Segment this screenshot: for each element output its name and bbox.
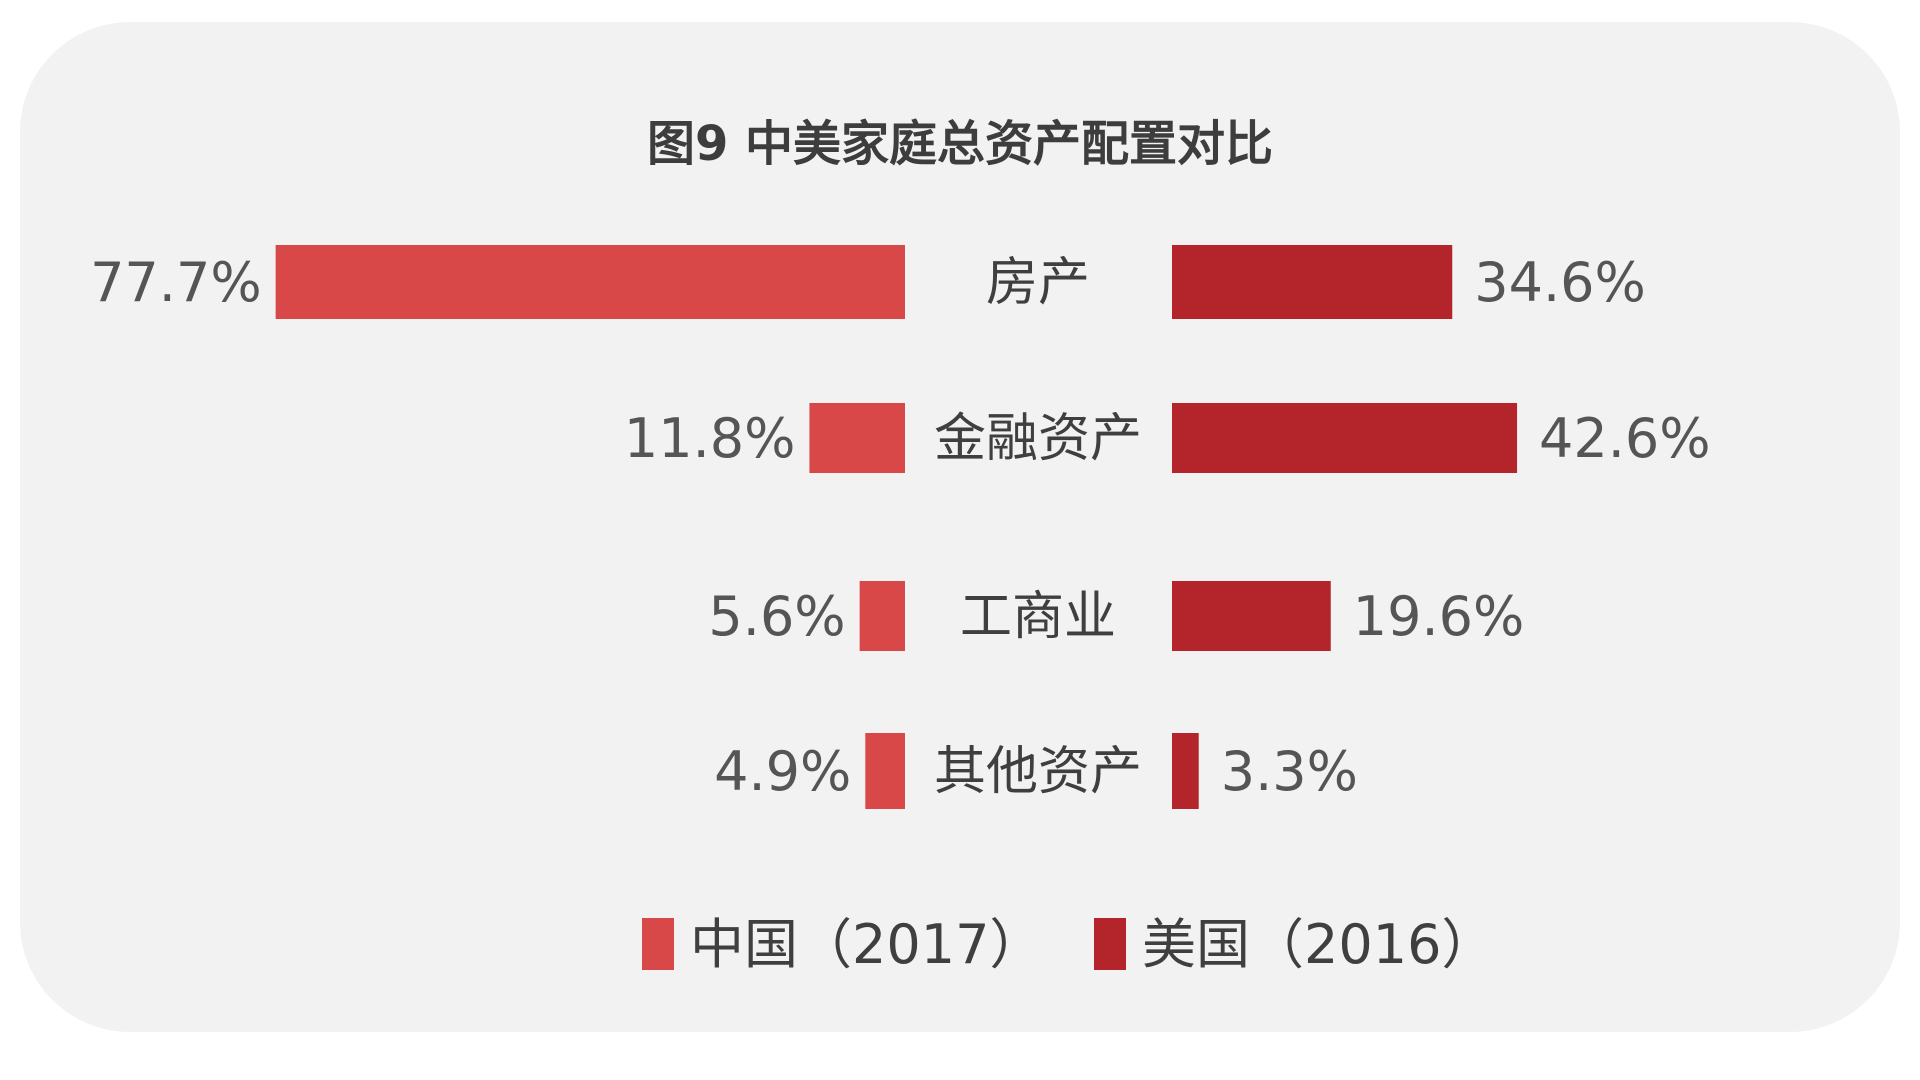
value-label-usa-2: 19.6% [1353, 585, 1525, 648]
value-label-china-1: 11.8% [624, 407, 796, 470]
bar-china-2 [859, 581, 905, 651]
value-label-usa-0: 34.6% [1474, 251, 1646, 314]
bar-usa-1 [1172, 403, 1518, 473]
bar-china-0 [275, 245, 905, 319]
value-label-china-0: 77.7% [90, 251, 262, 314]
category-label-0: 房产 [986, 253, 1090, 313]
bars-layer: 77.7% 房产 34.6% 11.8% 金融资产 42.6% 5.6% 工商业 19.6% 4.… [90, 245, 1711, 809]
category-label-2: 工商业 [960, 587, 1116, 647]
chart-title: 图9 中美家庭总资产配置对比 [647, 116, 1273, 172]
category-label-1: 金融资产 [934, 409, 1142, 469]
legend-swatch-usa [1094, 918, 1126, 970]
value-label-usa-3: 3.3% [1221, 740, 1358, 803]
value-label-china-3: 4.9% [714, 740, 851, 803]
bar-usa-3 [1172, 733, 1199, 809]
bar-china-3 [865, 733, 905, 809]
legend-label-china: 中国（2017） [690, 913, 1043, 976]
legend-label-usa: 美国（2016） [1142, 913, 1495, 976]
bar-usa-0 [1172, 245, 1453, 319]
bar-china-1 [809, 403, 905, 473]
value-label-usa-1: 42.6% [1539, 407, 1711, 470]
legend: 中国（2017） 美国（2016） [642, 913, 1495, 976]
bar-usa-2 [1172, 581, 1331, 651]
chart-card [20, 22, 1900, 1032]
category-label-3: 其他资产 [934, 742, 1142, 802]
value-label-china-2: 5.6% [708, 585, 845, 648]
legend-swatch-china [642, 918, 674, 970]
